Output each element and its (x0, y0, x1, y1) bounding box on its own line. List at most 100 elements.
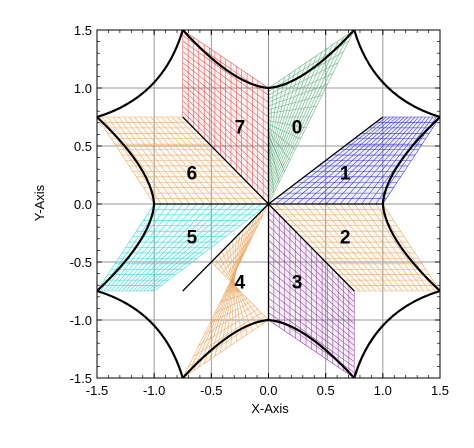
boundary-edge (353, 289, 441, 379)
block-label-0: 0 (292, 117, 303, 138)
mesh-block-6 (96, 116, 269, 205)
y-tick-label: 0.5 (74, 139, 92, 154)
block-edge (268, 116, 384, 205)
y-tick-label: -1.0 (70, 313, 92, 328)
block-label-7: 7 (235, 117, 246, 138)
mesh-block-0 (268, 29, 355, 205)
mesh-line (232, 240, 237, 342)
mesh-line (268, 298, 355, 362)
mesh-line (96, 203, 155, 292)
mesh-line (218, 254, 259, 328)
mesh-line (268, 84, 328, 107)
block-label-1: 1 (340, 164, 351, 185)
mesh-block-7 (182, 29, 269, 205)
boundary-edge (268, 29, 356, 90)
mesh-line (346, 203, 414, 292)
mesh-line (111, 203, 183, 292)
block-edge (268, 203, 355, 292)
mesh-line (139, 116, 212, 205)
mesh-line (354, 203, 419, 292)
mesh-line (128, 116, 198, 205)
mesh-line (346, 116, 423, 205)
mesh-line (361, 203, 425, 292)
boundary-edge (181, 29, 269, 90)
outer-boundary (96, 29, 441, 379)
mesh-line (182, 29, 269, 89)
boundary-edge (96, 289, 184, 379)
mesh-line (325, 203, 398, 292)
boundary-edge (96, 29, 184, 119)
mesh-line (182, 51, 269, 118)
mesh-line (268, 73, 291, 161)
boundary-edge (96, 116, 156, 205)
block-label-6: 6 (187, 164, 198, 185)
mesh-line (268, 69, 296, 165)
mesh-line (268, 84, 275, 150)
y-tick-label: 0.0 (74, 197, 92, 212)
block-edge (182, 203, 269, 292)
mesh-line (339, 203, 409, 292)
block-label-4: 4 (235, 273, 246, 294)
x-axis-title: X-Axis (251, 401, 289, 416)
mesh-line (368, 203, 430, 292)
mesh-line (123, 116, 191, 205)
mesh-line (118, 116, 183, 205)
mesh-line (361, 116, 430, 205)
y-axis-title: Y-Axis (32, 184, 47, 221)
x-tick-label: 1.0 (374, 383, 392, 398)
mesh-line (268, 94, 323, 111)
mesh-line (339, 116, 419, 205)
mesh-line (268, 66, 301, 168)
y-tick-label: -0.5 (70, 255, 92, 270)
y-tick-label: 1.5 (74, 23, 92, 38)
mesh-line (221, 251, 253, 331)
mesh-line (134, 116, 205, 205)
mesh-line (214, 258, 264, 324)
mesh-line (332, 203, 403, 292)
block-edges (154, 88, 384, 320)
mesh-line (182, 40, 269, 103)
mesh-line (332, 116, 416, 205)
mesh-block-4 (182, 203, 269, 379)
mesh-line (182, 46, 269, 110)
mesh-line (209, 301, 251, 324)
mesh-line (268, 80, 280, 154)
block-labels: 0 1 2 3 4 5 6 7 (187, 117, 351, 293)
x-tick-label: 1.5 (431, 383, 449, 398)
mesh-line (268, 62, 339, 100)
mesh-line (107, 203, 176, 292)
mesh-line (182, 67, 269, 139)
boundary-edge (268, 318, 356, 379)
mesh-line (354, 116, 426, 205)
mesh-line (268, 283, 355, 352)
mesh-block-1 (268, 116, 441, 205)
mesh-blocks (96, 29, 441, 379)
boundary-edge (381, 203, 441, 292)
mesh-line (268, 58, 312, 176)
x-tick-label: 0.0 (259, 383, 277, 398)
y-tick-label: 1.0 (74, 81, 92, 96)
mesh-line (268, 29, 355, 89)
mesh-line (182, 62, 269, 132)
block-label-2: 2 (340, 227, 351, 248)
mesh-line (118, 203, 198, 292)
mesh-line (121, 203, 205, 292)
mesh-line (230, 236, 237, 346)
boundary-edge (181, 318, 269, 379)
mesh-line (225, 247, 248, 335)
mesh-line (112, 116, 176, 205)
mesh-line (268, 62, 307, 172)
mesh-line (268, 319, 355, 379)
block-edge (182, 116, 269, 205)
mesh-line (220, 294, 244, 303)
mesh-line (107, 116, 169, 205)
x-tick-label: 0.5 (317, 383, 335, 398)
mesh-line (114, 203, 191, 292)
mesh-line (268, 276, 355, 346)
mesh-line (198, 308, 258, 346)
mesh-line (214, 297, 248, 314)
mesh-line (204, 305, 255, 335)
mesh-line (268, 73, 333, 103)
axis-ticks: -1.5 -1.0 -0.5 0.0 0.5 1.0 1.5 -1.5 -1.0 -0.5 0.0 0… (70, 23, 449, 398)
